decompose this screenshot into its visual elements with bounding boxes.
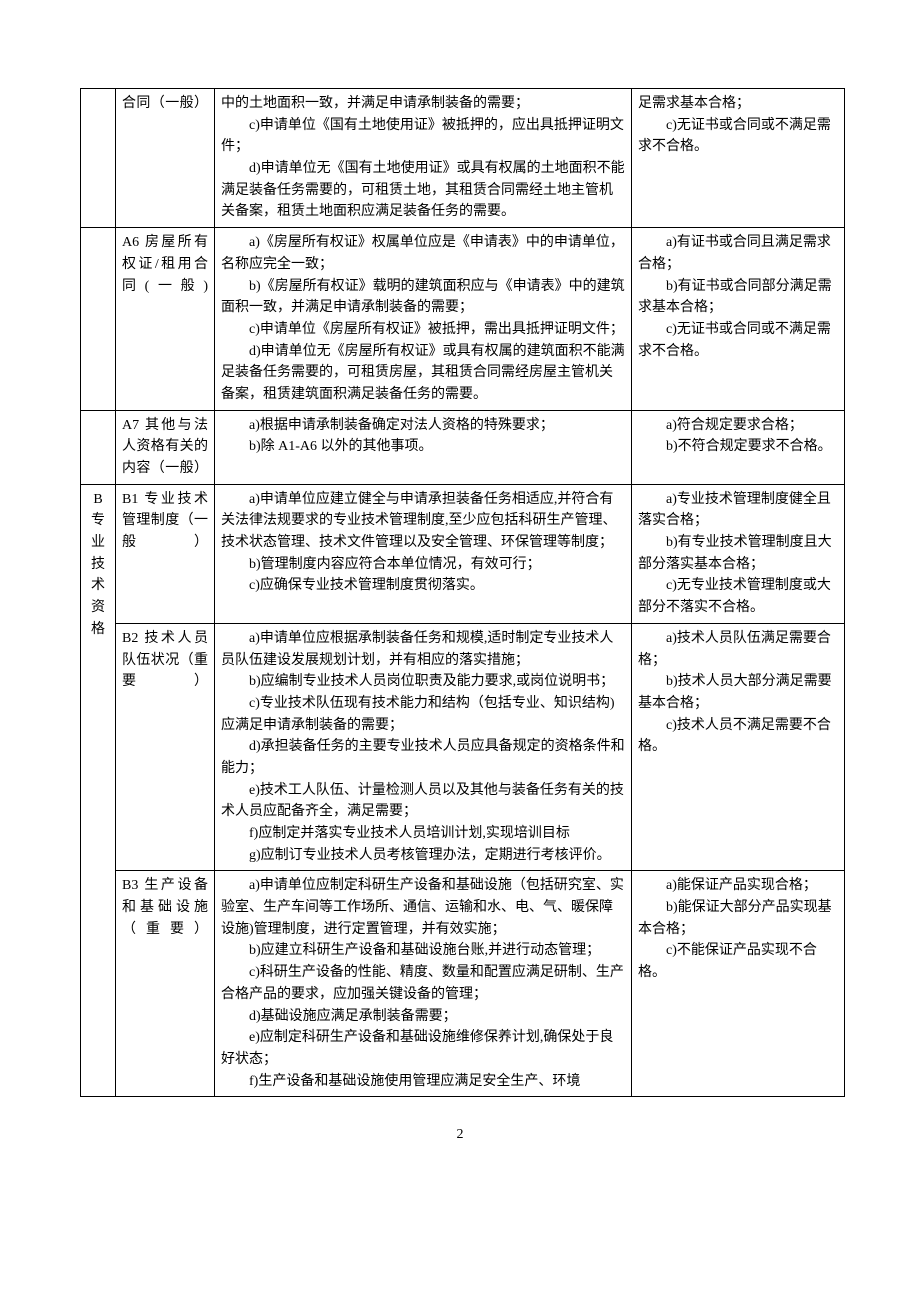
requirement-cell: a)申请单位应制定科研生产设备和基础设施（包括研究室、实验室、生产车间等工作场所… xyxy=(215,871,632,1097)
text-line: a)能保证产品实现合格； xyxy=(638,875,838,897)
table-row: A6 房屋所有权证/租用合同(一般) a)《房屋所有权证》权属单位应是《申请表》… xyxy=(81,228,845,411)
item-cell: B3 生产设备和基础设施（重要） xyxy=(116,871,215,1097)
item-cell: A6 房屋所有权证/租用合同(一般) xyxy=(116,228,215,411)
evaluation-table: 合同（一般）中的土地面积一致，并满足申请承制装备的需要； c)申请单位《国有土地… xyxy=(80,88,845,1097)
item-cell: 合同（一般） xyxy=(116,89,215,228)
text-line: f)生产设备和基础设施使用管理应满足安全生产、环境 xyxy=(221,1071,625,1093)
table-row: B2 技术人员队伍状况（重要） a)申请单位应根据承制装备任务和规模,适时制定专… xyxy=(81,623,845,871)
text-line: 足需求基本合格； xyxy=(638,93,838,115)
item-cell: B1 专业技术管理制度（一般） xyxy=(116,484,215,623)
text-line: f)应制定并落实专业技术人员培训计划,实现培训目标 xyxy=(221,823,625,845)
text-line: e)技术工人队伍、计量检测人员以及其他与装备任务有关的技术人员应配备齐全，满足需… xyxy=(221,780,625,823)
category-cell: B专业技术资格 xyxy=(81,484,116,1097)
evaluation-cell: 足需求基本合格； c)无证书或合同或不满足需求不合格。 xyxy=(632,89,845,228)
text-line: c)无证书或合同或不满足需求不合格。 xyxy=(638,319,838,362)
requirement-cell: a)申请单位应根据承制装备任务和规模,适时制定专业技术人员队伍建设发展规划计划，… xyxy=(215,623,632,871)
text-line: c)无专业技术管理制度或大部分不落实不合格。 xyxy=(638,575,838,618)
requirement-cell: 中的土地面积一致，并满足申请承制装备的需要； c)申请单位《国有土地使用证》被抵… xyxy=(215,89,632,228)
category-char: 专 xyxy=(87,510,109,532)
text-line: a)技术人员队伍满足需要合格； xyxy=(638,628,838,671)
text-line: a)《房屋所有权证》权属单位应是《申请表》中的申请单位，名称应完全一致； xyxy=(221,232,625,275)
requirement-cell: a)根据申请承制装备确定对法人资格的特殊要求； b)除 A1-A6 以外的其他事… xyxy=(215,410,632,484)
evaluation-cell: a)专业技术管理制度健全且落实合格； b)有专业技术管理制度且大部分落实基本合格… xyxy=(632,484,845,623)
category-char: 资 xyxy=(87,597,109,619)
text-line: b)应编制专业技术人员岗位职责及能力要求,或岗位说明书； xyxy=(221,671,625,693)
text-line: a)根据申请承制装备确定对法人资格的特殊要求； xyxy=(221,415,625,437)
text-line: b)管理制度内容应符合本单位情况，有效可行； xyxy=(221,554,625,576)
page-number: 2 xyxy=(80,1127,840,1143)
text-line: c)应确保专业技术管理制度贯彻落实。 xyxy=(221,575,625,597)
text-line: b)技术人员大部分满足需要基本合格； xyxy=(638,671,838,714)
text-line: b)能保证大部分产品实现基本合格； xyxy=(638,897,838,940)
table-row: B3 生产设备和基础设施（重要） a)申请单位应制定科研生产设备和基础设施（包括… xyxy=(81,871,845,1097)
text-line: a)申请单位应建立健全与申请承担装备任务相适应,并符合有关法律法规要求的专业技术… xyxy=(221,489,625,554)
text-line: a)有证书或合同且满足需求合格； xyxy=(638,232,838,275)
text-line: d)承担装备任务的主要专业技术人员应具备规定的资格条件和能力； xyxy=(221,736,625,779)
category-cell-empty xyxy=(81,89,116,228)
text-line: b)有专业技术管理制度且大部分落实基本合格； xyxy=(638,532,838,575)
table-row: A7 其他与法人资格有关的内容（一般） a)根据申请承制装备确定对法人资格的特殊… xyxy=(81,410,845,484)
category-char: 业 xyxy=(87,532,109,554)
text-line: c)技术人员不满足需要不合格。 xyxy=(638,715,838,758)
text-line: b)应建立科研生产设备和基础设施台账,并进行动态管理； xyxy=(221,940,625,962)
text-line: a)申请单位应制定科研生产设备和基础设施（包括研究室、实验室、生产车间等工作场所… xyxy=(221,875,625,940)
document-page: 合同（一般）中的土地面积一致，并满足申请承制装备的需要； c)申请单位《国有土地… xyxy=(0,0,920,1183)
text-line: b)有证书或合同部分满足需求基本合格； xyxy=(638,276,838,319)
text-line: d)申请单位无《房屋所有权证》或具有权属的建筑面积不能满足装备任务需要的，可租赁… xyxy=(221,341,625,406)
text-line: c)科研生产设备的性能、精度、数量和配置应满足研制、生产合格产品的要求，应加强关… xyxy=(221,962,625,1005)
text-line: c)专业技术队伍现有技术能力和结构（包括专业、知识结构)应满足申请承制装备的需要… xyxy=(221,693,625,736)
text-line: b)不符合规定要求不合格。 xyxy=(638,436,838,458)
text-line: a)申请单位应根据承制装备任务和规模,适时制定专业技术人员队伍建设发展规划计划，… xyxy=(221,628,625,671)
item-cell: B2 技术人员队伍状况（重要） xyxy=(116,623,215,871)
item-cell: A7 其他与法人资格有关的内容（一般） xyxy=(116,410,215,484)
category-char: 技 xyxy=(87,554,109,576)
text-line: d)基础设施应满足承制装备需要； xyxy=(221,1006,625,1028)
category-char: 格 xyxy=(87,619,109,641)
evaluation-cell: a)能保证产品实现合格； b)能保证大部分产品实现基本合格； c)不能保证产品实… xyxy=(632,871,845,1097)
text-line: c)申请单位《房屋所有权证》被抵押，需出具抵押证明文件； xyxy=(221,319,625,341)
evaluation-cell: a)技术人员队伍满足需要合格； b)技术人员大部分满足需要基本合格； c)技术人… xyxy=(632,623,845,871)
table-row: 合同（一般）中的土地面积一致，并满足申请承制装备的需要； c)申请单位《国有土地… xyxy=(81,89,845,228)
category-char: B xyxy=(87,489,109,511)
evaluation-cell: a)有证书或合同且满足需求合格； b)有证书或合同部分满足需求基本合格； c)无… xyxy=(632,228,845,411)
category-char: 术 xyxy=(87,575,109,597)
table-row: B专业技术资格B1 专业技术管理制度（一般） a)申请单位应建立健全与申请承担装… xyxy=(81,484,845,623)
requirement-cell: a)《房屋所有权证》权属单位应是《申请表》中的申请单位，名称应完全一致； b)《… xyxy=(215,228,632,411)
category-cell-empty xyxy=(81,410,116,484)
text-line: c)申请单位《国有土地使用证》被抵押的，应出具抵押证明文件； xyxy=(221,115,625,158)
text-line: e)应制定科研生产设备和基础设施维修保养计划,确保处于良好状态； xyxy=(221,1027,625,1070)
text-line: b)《房屋所有权证》载明的建筑面积应与《申请表》中的建筑面积一致，并满足申请承制… xyxy=(221,276,625,319)
text-line: g)应制订专业技术人员考核管理办法，定期进行考核评价。 xyxy=(221,845,625,867)
category-cell-empty xyxy=(81,228,116,411)
requirement-cell: a)申请单位应建立健全与申请承担装备任务相适应,并符合有关法律法规要求的专业技术… xyxy=(215,484,632,623)
text-line: c)无证书或合同或不满足需求不合格。 xyxy=(638,115,838,158)
text-line: c)不能保证产品实现不合格。 xyxy=(638,940,838,983)
text-line: b)除 A1-A6 以外的其他事项。 xyxy=(221,436,625,458)
text-line: a)专业技术管理制度健全且落实合格； xyxy=(638,489,838,532)
text-line: a)符合规定要求合格； xyxy=(638,415,838,437)
text-line: d)申请单位无《国有土地使用证》或具有权属的土地面积不能满足装备任务需要的，可租… xyxy=(221,158,625,223)
text-line: 中的土地面积一致，并满足申请承制装备的需要； xyxy=(221,93,625,115)
evaluation-cell: a)符合规定要求合格； b)不符合规定要求不合格。 xyxy=(632,410,845,484)
